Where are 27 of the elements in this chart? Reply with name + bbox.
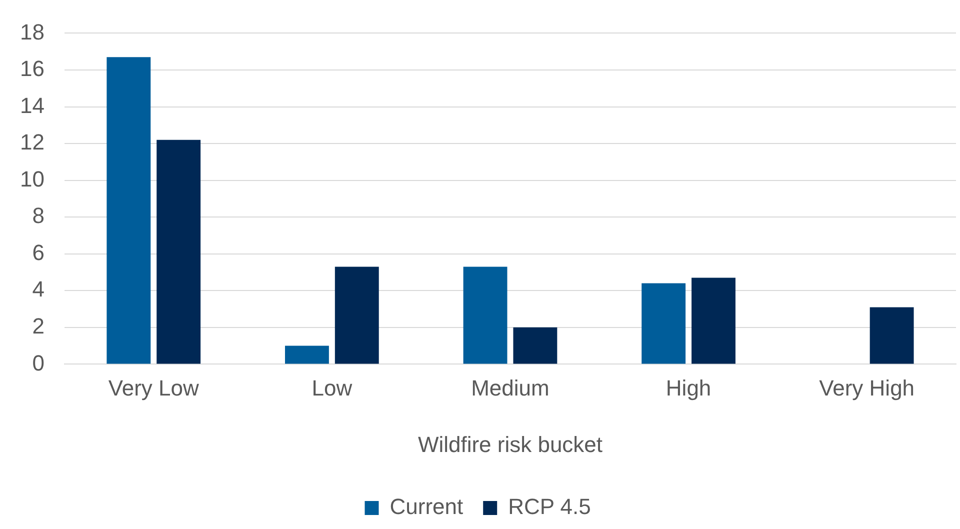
bar	[106, 57, 151, 364]
y-tick-label: 6	[32, 240, 44, 265]
bar	[692, 278, 736, 364]
legend-label: RCP 4.5	[508, 494, 591, 520]
x-tick-label: High	[666, 375, 712, 400]
bar	[463, 266, 508, 364]
x-axis-title: Wildfire risk bucket	[418, 432, 603, 457]
bar	[334, 266, 379, 364]
y-tick-label: 18	[20, 19, 44, 44]
y-tick-label: 16	[20, 56, 44, 82]
y-tick-label: 10	[20, 166, 44, 192]
y-tick-label: 4	[32, 276, 44, 302]
x-tick-label: Medium	[471, 375, 550, 400]
bar	[156, 140, 201, 364]
x-tick-label: Very High	[819, 375, 915, 400]
bar	[870, 307, 914, 364]
y-tick-label: 14	[20, 92, 44, 118]
x-tick-label: Very Low	[108, 375, 199, 400]
bar	[642, 283, 686, 364]
y-tick-label: 2	[32, 313, 44, 338]
legend-label: Current	[390, 494, 464, 520]
y-tick-label: 8	[32, 203, 44, 228]
y-tick-label: 12	[20, 130, 44, 155]
bar	[285, 346, 329, 364]
y-tick-label: 0	[32, 350, 44, 376]
x-tick-label: Low	[312, 375, 352, 400]
bar	[513, 327, 558, 364]
